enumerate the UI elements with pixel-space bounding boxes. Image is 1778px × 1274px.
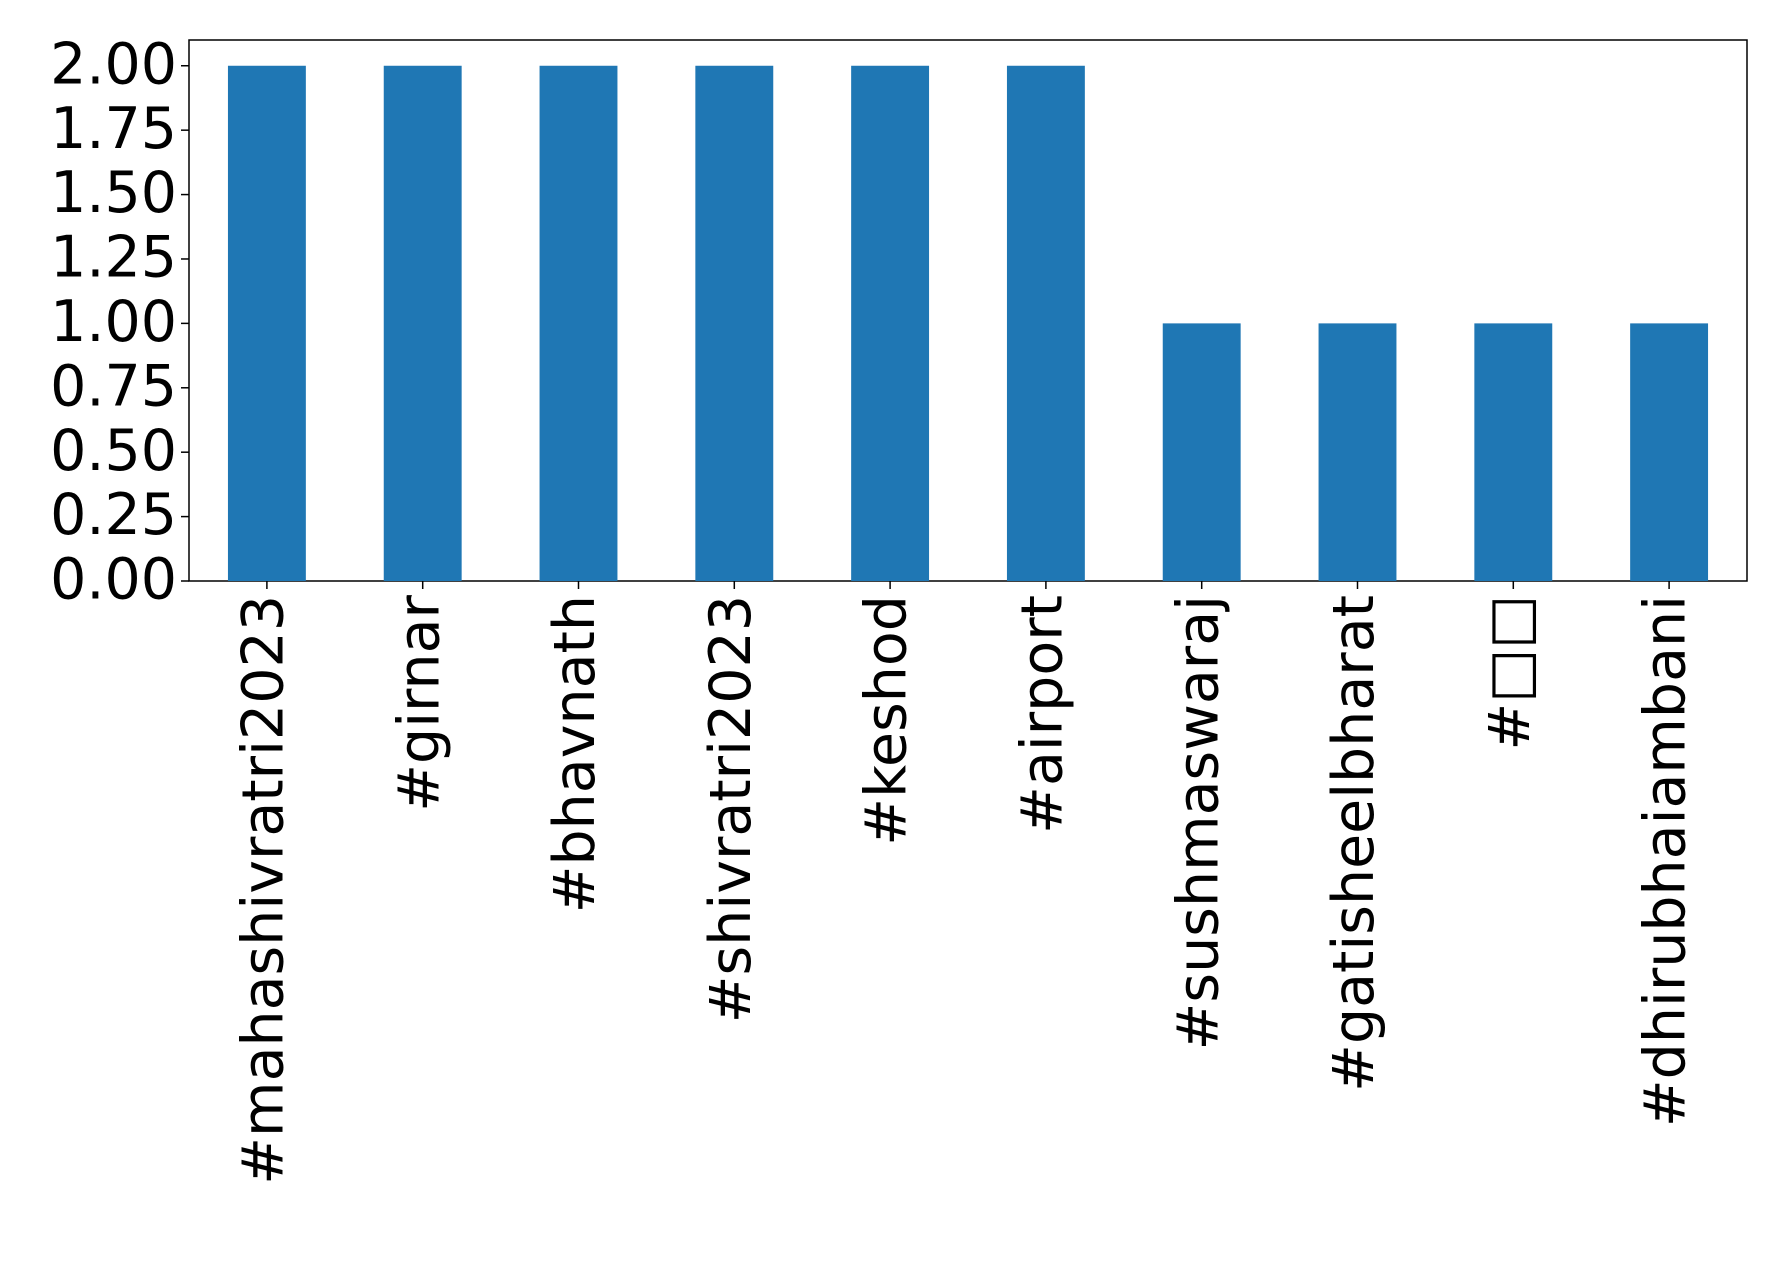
bar: [1162, 323, 1241, 581]
x-tick-label: #□□: [1477, 595, 1543, 750]
y-tick-label: 0.75: [50, 353, 177, 419]
x-tick-label: #shivratri2023: [698, 595, 764, 1023]
bar: [227, 65, 306, 581]
y-tick-label: 0.25: [50, 482, 177, 548]
x-tick-label: #sushmaswaraj: [1165, 595, 1231, 1050]
bar: [695, 65, 774, 581]
bar: [1318, 323, 1397, 581]
x-tick-label: #mahashivratri2023: [231, 595, 297, 1185]
y-tick-label: 1.00: [50, 289, 177, 355]
x-tick-label: #airport: [1010, 595, 1076, 834]
bar: [383, 65, 462, 581]
bar: [1630, 323, 1709, 581]
x-tick-label: #keshod: [854, 595, 920, 846]
bar: [1474, 323, 1553, 581]
bar: [1006, 65, 1085, 581]
x-tick-label: #bhavnath: [542, 595, 608, 913]
bar: [851, 65, 930, 581]
x-tick-label: #dhirubhaiambani: [1633, 595, 1699, 1127]
y-tick-label: 0.50: [50, 418, 177, 484]
y-tick-label: 1.75: [50, 96, 177, 162]
x-tick-label: #gatisheelbharat: [1321, 595, 1387, 1092]
y-tick-label: 2.00: [50, 31, 177, 97]
plot-frame: [188, 39, 1748, 582]
y-tick-label: 1.50: [50, 160, 177, 226]
x-tick-label: #girnar: [386, 594, 452, 811]
bar: [539, 65, 618, 581]
y-tick-label: 0.00: [50, 547, 177, 613]
y-tick-label: 1.25: [50, 225, 177, 291]
